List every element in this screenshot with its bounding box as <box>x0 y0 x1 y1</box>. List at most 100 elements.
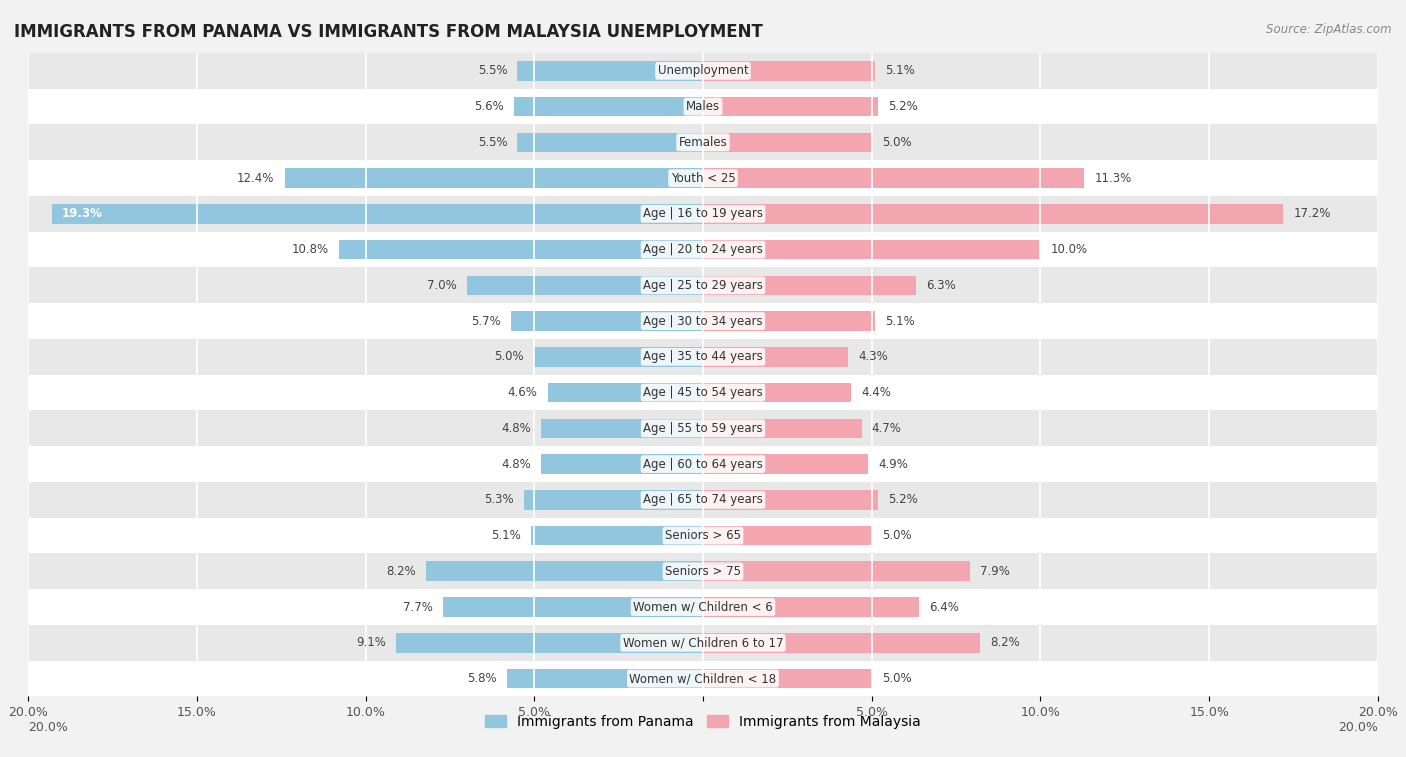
Bar <box>703 347 848 366</box>
Text: Seniors > 65: Seniors > 65 <box>665 529 741 542</box>
Bar <box>531 526 703 545</box>
Bar <box>517 132 703 152</box>
Bar <box>28 196 1378 232</box>
Text: 5.7%: 5.7% <box>471 315 501 328</box>
Bar <box>426 562 703 581</box>
Bar <box>703 454 869 474</box>
Bar <box>703 668 872 688</box>
Text: 5.0%: 5.0% <box>495 350 524 363</box>
Bar <box>534 347 703 366</box>
Bar <box>703 132 872 152</box>
Text: Age | 25 to 29 years: Age | 25 to 29 years <box>643 279 763 292</box>
Bar <box>703 490 879 509</box>
Bar <box>28 304 1378 339</box>
Bar <box>703 311 875 331</box>
Bar <box>703 562 970 581</box>
Bar <box>703 633 980 653</box>
Text: 6.4%: 6.4% <box>929 600 959 614</box>
Bar <box>28 339 1378 375</box>
Bar <box>703 526 872 545</box>
Text: 10.8%: 10.8% <box>291 243 329 256</box>
Text: 4.4%: 4.4% <box>862 386 891 399</box>
Text: 17.2%: 17.2% <box>1294 207 1331 220</box>
Text: 5.5%: 5.5% <box>478 136 508 149</box>
Text: Age | 30 to 34 years: Age | 30 to 34 years <box>643 315 763 328</box>
Bar <box>28 518 1378 553</box>
Bar <box>28 661 1378 696</box>
Bar <box>28 375 1378 410</box>
Text: Women w/ Children < 18: Women w/ Children < 18 <box>630 672 776 685</box>
Text: Age | 55 to 59 years: Age | 55 to 59 years <box>643 422 763 435</box>
Text: 7.9%: 7.9% <box>980 565 1010 578</box>
Legend: Immigrants from Panama, Immigrants from Malaysia: Immigrants from Panama, Immigrants from … <box>479 709 927 734</box>
Text: Women w/ Children < 6: Women w/ Children < 6 <box>633 600 773 614</box>
Bar <box>703 97 879 117</box>
Bar <box>28 89 1378 124</box>
Bar <box>703 204 1284 223</box>
Bar <box>703 419 862 438</box>
Text: 5.8%: 5.8% <box>468 672 498 685</box>
Text: 5.0%: 5.0% <box>882 136 911 149</box>
Bar <box>28 553 1378 589</box>
Text: 12.4%: 12.4% <box>238 172 274 185</box>
Text: 8.2%: 8.2% <box>990 637 1019 650</box>
Bar <box>28 482 1378 518</box>
Text: 5.5%: 5.5% <box>478 64 508 77</box>
Text: Age | 65 to 74 years: Age | 65 to 74 years <box>643 494 763 506</box>
Text: 9.1%: 9.1% <box>356 637 385 650</box>
Text: 4.7%: 4.7% <box>872 422 901 435</box>
Bar <box>28 589 1378 625</box>
Bar <box>28 446 1378 482</box>
Bar <box>510 311 703 331</box>
Bar <box>28 160 1378 196</box>
Text: 5.3%: 5.3% <box>485 494 515 506</box>
Text: 10.0%: 10.0% <box>1050 243 1088 256</box>
Text: Youth < 25: Youth < 25 <box>671 172 735 185</box>
Bar <box>467 276 703 295</box>
Bar <box>703 383 852 403</box>
Text: Males: Males <box>686 100 720 113</box>
Text: Females: Females <box>679 136 727 149</box>
Bar <box>703 276 915 295</box>
Text: Age | 16 to 19 years: Age | 16 to 19 years <box>643 207 763 220</box>
Text: Age | 20 to 24 years: Age | 20 to 24 years <box>643 243 763 256</box>
Text: Source: ZipAtlas.com: Source: ZipAtlas.com <box>1267 23 1392 36</box>
Bar <box>703 168 1084 188</box>
Bar <box>284 168 703 188</box>
Text: 4.8%: 4.8% <box>501 457 531 471</box>
Bar <box>339 240 703 260</box>
Text: 5.2%: 5.2% <box>889 100 918 113</box>
Bar <box>28 53 1378 89</box>
Text: 5.6%: 5.6% <box>474 100 503 113</box>
Text: 4.3%: 4.3% <box>858 350 889 363</box>
Bar <box>548 383 703 403</box>
Bar <box>703 597 920 617</box>
Bar <box>541 454 703 474</box>
Text: 5.1%: 5.1% <box>886 315 915 328</box>
Bar <box>28 625 1378 661</box>
Bar <box>28 232 1378 267</box>
Bar <box>396 633 703 653</box>
Text: 20.0%: 20.0% <box>28 721 67 734</box>
Text: 5.0%: 5.0% <box>882 672 911 685</box>
Text: 4.9%: 4.9% <box>879 457 908 471</box>
Bar <box>517 61 703 81</box>
Text: 19.3%: 19.3% <box>62 207 103 220</box>
Text: 7.0%: 7.0% <box>427 279 457 292</box>
Text: 5.1%: 5.1% <box>491 529 520 542</box>
Bar <box>28 410 1378 446</box>
Text: Seniors > 75: Seniors > 75 <box>665 565 741 578</box>
Bar <box>703 240 1040 260</box>
Bar <box>28 267 1378 304</box>
Text: Unemployment: Unemployment <box>658 64 748 77</box>
Text: 5.1%: 5.1% <box>886 64 915 77</box>
Text: Women w/ Children 6 to 17: Women w/ Children 6 to 17 <box>623 637 783 650</box>
Text: 11.3%: 11.3% <box>1094 172 1132 185</box>
Bar <box>541 419 703 438</box>
Text: 4.8%: 4.8% <box>501 422 531 435</box>
Bar <box>703 61 875 81</box>
Text: Age | 35 to 44 years: Age | 35 to 44 years <box>643 350 763 363</box>
Text: 5.0%: 5.0% <box>882 529 911 542</box>
Text: Age | 60 to 64 years: Age | 60 to 64 years <box>643 457 763 471</box>
Bar <box>524 490 703 509</box>
